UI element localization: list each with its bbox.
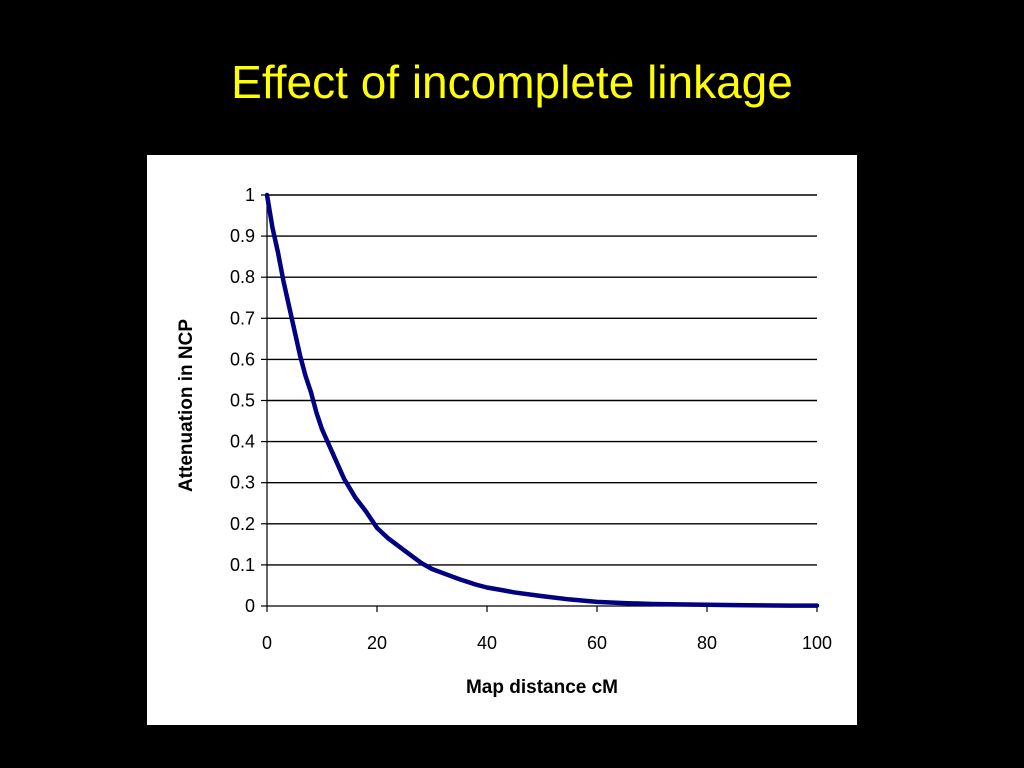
slide-title: Effect of incomplete linkage xyxy=(231,56,793,108)
x-axis-title: Map distance cM xyxy=(466,677,618,698)
y-tick-label: 1 xyxy=(245,185,255,205)
series-layer xyxy=(264,192,820,608)
tick-labels: 0 0.1 0.2 0.3 0.4 0.5 0.6 0.7 0.8 0.9 1 0 20 40 60 80 10… xyxy=(230,185,832,653)
x-tick-label: 40 xyxy=(477,633,497,653)
chart-panel: 0 0.1 0.2 0.3 0.4 0.5 0.6 0.7 0.8 0.9 1 0 20 40 60 80 10… xyxy=(147,155,857,725)
series-line xyxy=(264,192,820,608)
y-tick-label: 0.1 xyxy=(230,555,255,575)
y-tick-label: 0.6 xyxy=(230,349,255,369)
x-tick-label: 100 xyxy=(802,633,832,653)
y-tick-label: 0.5 xyxy=(230,391,255,411)
x-tick-label: 20 xyxy=(367,633,387,653)
x-tick-label: 80 xyxy=(697,633,717,653)
gridlines xyxy=(267,194,817,566)
y-tick-label: 0.4 xyxy=(230,432,255,452)
axes xyxy=(261,194,818,612)
x-tick-label: 60 xyxy=(587,633,607,653)
y-tick-label: 0.7 xyxy=(230,308,255,328)
y-tick-label: 0.2 xyxy=(230,514,255,534)
x-tick-label: 0 xyxy=(262,633,272,653)
y-tick-label: 0 xyxy=(245,596,255,616)
y-tick-label: 0.9 xyxy=(230,226,255,246)
line-chart: 0 0.1 0.2 0.3 0.4 0.5 0.6 0.7 0.8 0.9 1 0 20 40 60 80 10… xyxy=(176,185,832,698)
y-tick-label: 0.8 xyxy=(230,267,255,287)
y-axis-title: Attenuation in NCP xyxy=(176,319,197,492)
y-tick-label: 0.3 xyxy=(230,473,255,493)
